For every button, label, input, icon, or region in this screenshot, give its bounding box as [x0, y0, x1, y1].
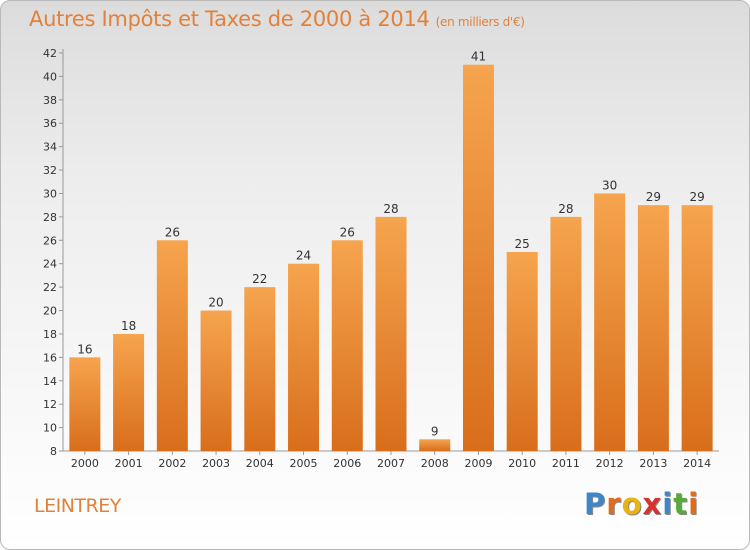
- logo-letter: P: [584, 487, 607, 521]
- bar-2006: [331, 240, 363, 451]
- y-tick-label: 36: [43, 117, 57, 130]
- bar-2001: [113, 333, 145, 451]
- y-tick-label: 32: [43, 164, 57, 177]
- bar-2007: [375, 216, 407, 451]
- y-tick-label: 28: [43, 211, 57, 224]
- x-tick-label: 2012: [596, 457, 624, 470]
- x-tick-label: 2008: [421, 457, 449, 470]
- y-tick-label: 40: [43, 70, 57, 83]
- bar-2003: [200, 310, 232, 451]
- x-tick-label: 2010: [508, 457, 536, 470]
- bar-2004: [244, 287, 276, 451]
- bar-value-label: 22: [252, 272, 267, 286]
- bar-value-label: 16: [77, 342, 92, 356]
- bar-2005: [288, 263, 320, 451]
- bar-2014: [681, 205, 713, 451]
- logo-letter: t: [673, 487, 689, 521]
- x-tick-label: 2006: [333, 457, 361, 470]
- x-tick-label: 2001: [115, 457, 143, 470]
- logo-letter: o: [621, 487, 643, 521]
- x-tick-label: 2003: [202, 457, 230, 470]
- x-tick-label: 2007: [377, 457, 405, 470]
- bar-value-label: 25: [515, 237, 530, 251]
- logo-letter: i: [688, 487, 700, 521]
- proxiti-logo: Proxiti: [584, 487, 699, 521]
- bar-value-label: 18: [121, 319, 136, 333]
- y-tick-label: 14: [43, 375, 57, 388]
- bar-value-label: 30: [602, 178, 617, 192]
- bar-2008: [419, 439, 451, 451]
- logo-letter: i: [662, 487, 674, 521]
- y-tick-label: 22: [43, 281, 57, 294]
- y-tick-label: 26: [43, 234, 57, 247]
- bar-2010: [506, 252, 538, 451]
- y-tick-label: 12: [43, 398, 57, 411]
- y-tick-label: 8: [50, 445, 57, 458]
- bar-2009: [462, 64, 494, 452]
- x-tick-label: 2000: [71, 457, 99, 470]
- title-text: Autres Impôts et Taxes de 2000 à 2014: [29, 7, 430, 31]
- y-tick-label: 20: [43, 305, 57, 318]
- bar-value-label: 9: [431, 424, 439, 438]
- bar-value-label: 28: [558, 202, 573, 216]
- title-unit: (en milliers d'€): [435, 15, 525, 29]
- x-tick-label: 2005: [290, 457, 318, 470]
- bar-2013: [637, 205, 669, 451]
- bar-2011: [550, 216, 582, 451]
- bar-value-label: 20: [208, 296, 223, 310]
- bar-value-label: 28: [383, 202, 398, 216]
- x-tick-label: 2002: [158, 457, 186, 470]
- x-tick-label: 2009: [464, 457, 492, 470]
- city-name: LEINTREY: [34, 495, 121, 517]
- y-tick-label: 16: [43, 351, 57, 364]
- bar-value-label: 24: [296, 249, 311, 263]
- y-tick-label: 38: [43, 94, 57, 107]
- bar-2002: [156, 240, 188, 451]
- bar-2000: [69, 357, 101, 451]
- bar-value-label: 29: [689, 190, 704, 204]
- y-tick-label: 18: [43, 328, 57, 341]
- x-tick-label: 2013: [639, 457, 667, 470]
- bar-2012: [594, 193, 626, 451]
- logo-letter: x: [642, 487, 663, 521]
- bar-value-label: 26: [340, 225, 355, 239]
- y-tick-label: 42: [43, 47, 57, 60]
- x-tick-label: 2011: [552, 457, 580, 470]
- bar-value-label: 29: [646, 190, 661, 204]
- bar-value-label: 26: [165, 225, 180, 239]
- y-tick-label: 24: [43, 258, 57, 271]
- logo-letter: r: [606, 487, 622, 521]
- bar-value-label: 41: [471, 50, 486, 64]
- x-tick-label: 2004: [246, 457, 274, 470]
- y-tick-label: 34: [43, 141, 57, 154]
- y-tick-label: 30: [43, 187, 57, 200]
- x-tick-label: 2014: [683, 457, 711, 470]
- y-tick-label: 10: [43, 422, 57, 435]
- chart-title: Autres Impôts et Taxes de 2000 à 2014 (en…: [29, 7, 525, 31]
